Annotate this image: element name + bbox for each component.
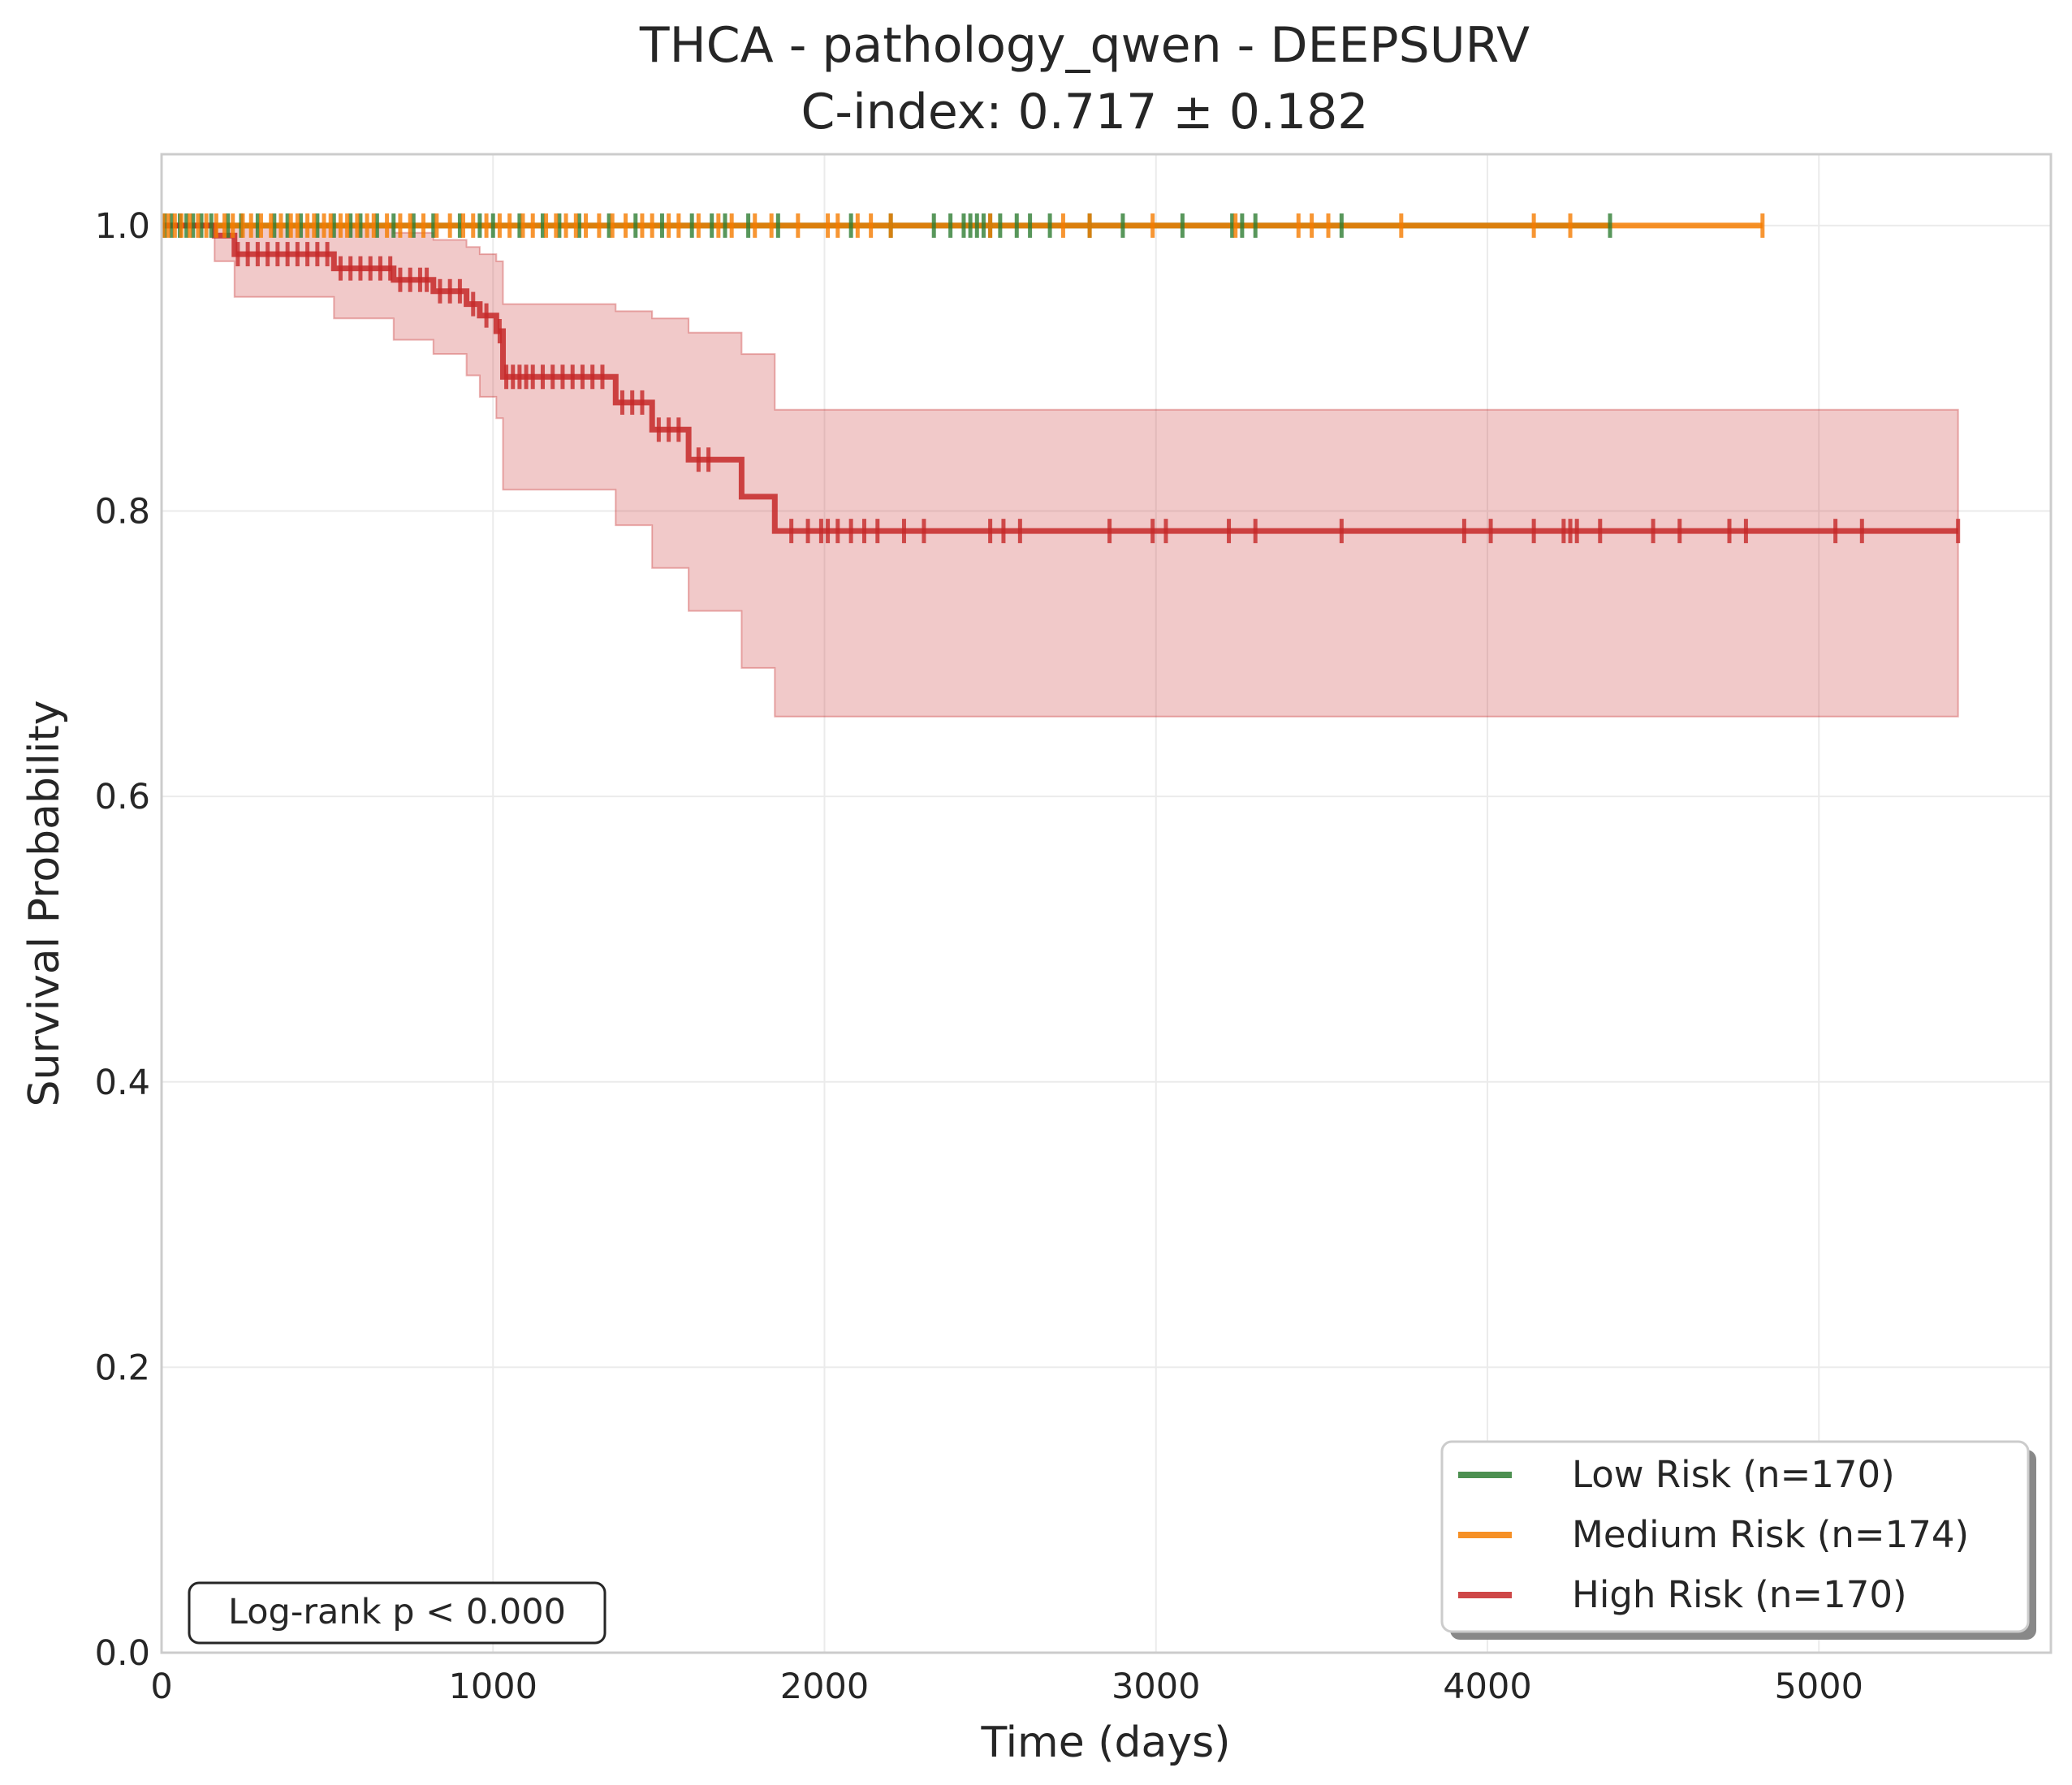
x-tick-label: 0 bbox=[150, 1666, 172, 1707]
log-rank-annotation: Log-rank p < 0.000 bbox=[188, 1581, 606, 1645]
x-tick-label: 3000 bbox=[1112, 1666, 1200, 1707]
legend-entries: Low Risk (n=170) Medium Risk (n=174) High … bbox=[1458, 1453, 1969, 1616]
log-rank-text: Log-rank p < 0.000 bbox=[228, 1592, 566, 1632]
legend-label: Low Risk (n=170) bbox=[1572, 1453, 1895, 1496]
y-tick-label: 0.0 bbox=[95, 1633, 150, 1674]
x-tick-label: 4000 bbox=[1443, 1666, 1531, 1707]
legend-label: Medium Risk (n=174) bbox=[1572, 1513, 1969, 1556]
plot-frame bbox=[160, 153, 2053, 1654]
x-tick-label: 2000 bbox=[780, 1666, 869, 1707]
legend: Low Risk (n=170) Medium Risk (n=174) High … bbox=[1440, 1440, 2036, 1640]
x-axis-ticks: 0 1000 2000 3000 4000 5000 bbox=[150, 1666, 1863, 1707]
y-tick-label: 0.8 bbox=[95, 492, 150, 532]
grid-lines bbox=[161, 154, 2051, 1653]
x-tick-label: 5000 bbox=[1775, 1666, 1863, 1707]
log-rank-box bbox=[188, 1581, 606, 1645]
censor-markers bbox=[161, 213, 1961, 544]
confidence-bands bbox=[162, 224, 1959, 718]
x-tick-label: 1000 bbox=[449, 1666, 537, 1707]
ci-band-2 bbox=[162, 224, 1959, 718]
y-tick-label: 1.0 bbox=[95, 206, 150, 247]
x-axis-label: Time (days) bbox=[980, 1718, 1230, 1767]
legend-label: High Risk (n=170) bbox=[1572, 1573, 1907, 1616]
y-axis-ticks: 0.0 0.2 0.4 0.6 0.8 1.0 bbox=[95, 206, 150, 1674]
chart-title: THCA - pathology_qwen - DEEPSURV bbox=[639, 17, 1530, 74]
y-tick-label: 0.2 bbox=[95, 1347, 150, 1388]
y-tick-label: 0.4 bbox=[95, 1063, 150, 1103]
legend-box bbox=[1440, 1440, 2030, 1633]
chart-subtitle: C-index: 0.717 ± 0.182 bbox=[801, 84, 1369, 140]
y-axis-label: Survival Probability bbox=[20, 700, 69, 1106]
y-tick-label: 0.6 bbox=[95, 777, 150, 817]
